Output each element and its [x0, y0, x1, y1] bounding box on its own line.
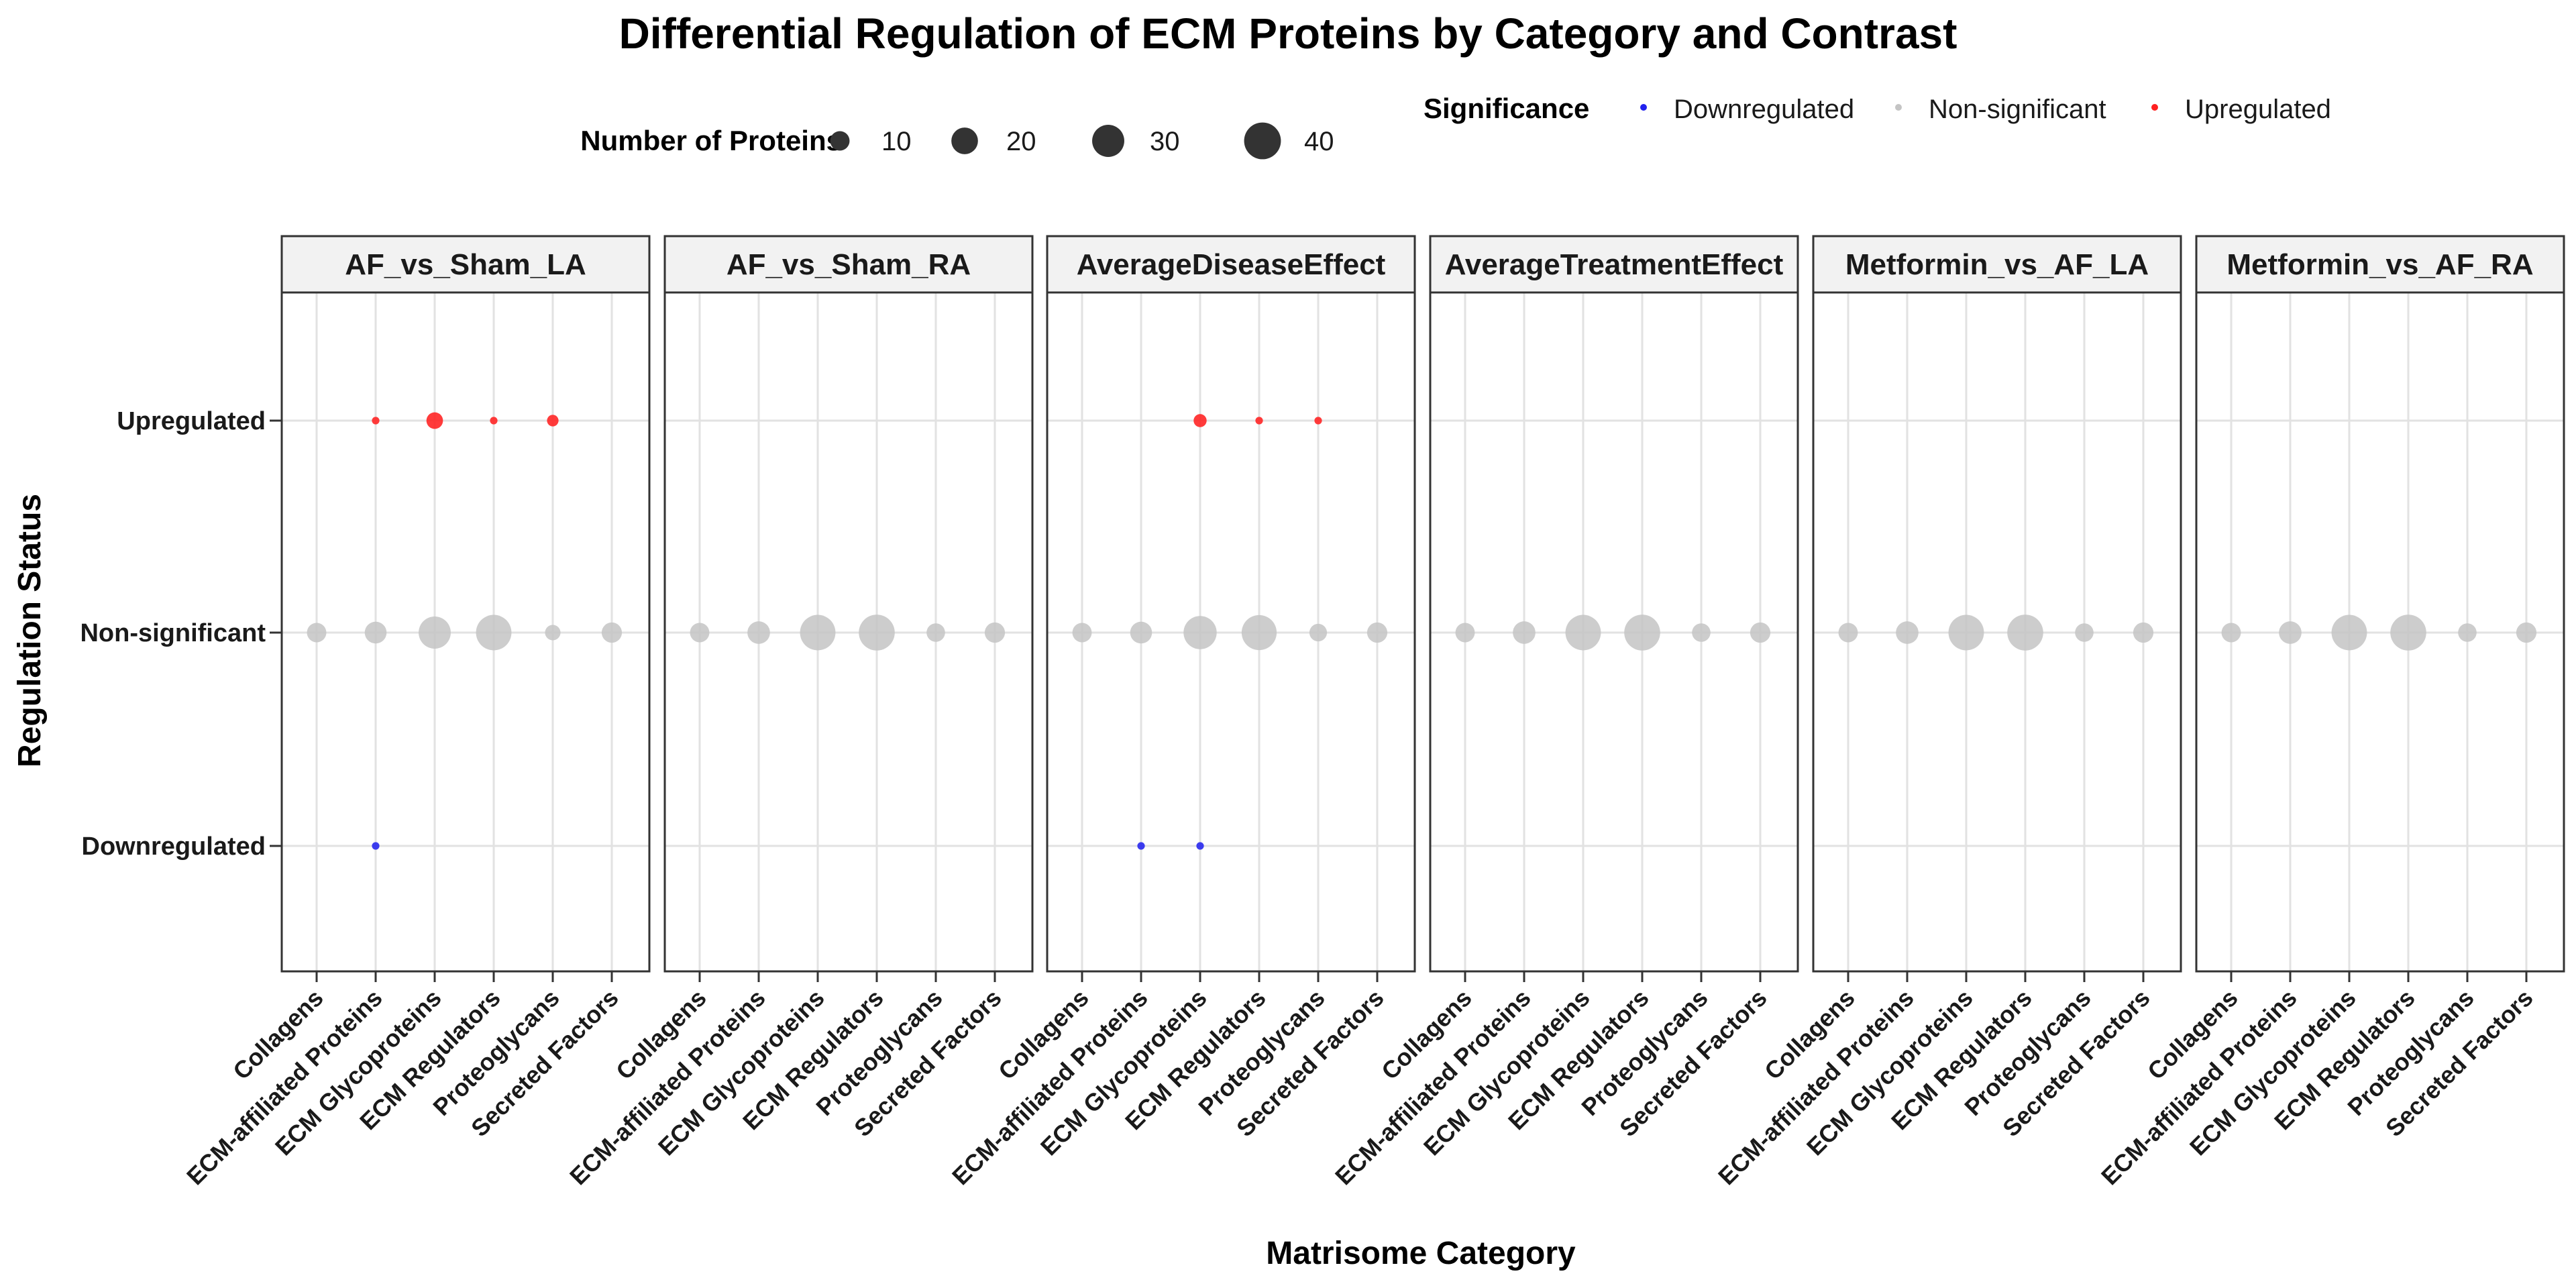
facet-strip-label-averagetreatmenteffect: AverageTreatmentEffect: [1445, 248, 1784, 281]
color-legend-key-dot-non-significant: [1895, 104, 1902, 111]
size-legend-key-circle: [1244, 122, 1281, 160]
data-point-non-significant-proteoglycans: [926, 623, 945, 642]
size-legend-key-circle: [1092, 125, 1124, 157]
data-point-non-significant-ecm-regulators: [1241, 614, 1277, 651]
data-point-upregulated-proteoglycans: [547, 415, 559, 427]
facet-strip-label-averagediseaseeffect: AverageDiseaseEffect: [1077, 248, 1386, 281]
color-legend-key-label-upregulated: Upregulated: [2185, 95, 2331, 124]
size-legend-key-label: 20: [1006, 127, 1036, 156]
data-point-downregulated-ecm-affiliated-proteins: [1137, 842, 1145, 850]
data-point-upregulated-ecm-affiliated-proteins: [372, 417, 380, 425]
data-point-upregulated-proteoglycans: [1314, 417, 1322, 425]
data-point-non-significant-secreted-factors: [1366, 622, 1388, 643]
data-point-non-significant-collagens: [1072, 623, 1092, 643]
facet-strip: [1429, 235, 1799, 294]
color-legend-key-dot-upregulated: [2151, 104, 2158, 111]
data-point-non-significant-ecm-affiliated-proteins: [1896, 621, 1919, 644]
data-point-upregulated-ecm-glycoproteins: [1193, 414, 1207, 427]
y-tick-label-downregulated: Downregulated: [82, 833, 266, 861]
y-tick-label-upregulated: Upregulated: [117, 407, 266, 435]
data-point-non-significant-ecm-affiliated-proteins: [1130, 621, 1152, 644]
data-point-non-significant-ecm-glycoproteins: [1565, 614, 1601, 651]
data-point-non-significant-secreted-factors: [2516, 622, 2537, 643]
data-point-non-significant-secreted-factors: [601, 622, 623, 643]
size-legend-key-circle: [951, 127, 978, 154]
panel-border: [1812, 291, 2182, 973]
panel-border: [1429, 291, 1799, 973]
facet-panels: DownregulatedNon-significantUpregulatedA…: [80, 235, 2565, 1190]
size-legend-key-label: 10: [881, 127, 912, 156]
data-point-downregulated-ecm-affiliated-proteins: [372, 842, 380, 850]
chart-title: Differential Regulation of ECM Proteins …: [619, 9, 1957, 58]
data-point-non-significant-proteoglycans: [1692, 623, 1711, 642]
data-point-non-significant-secreted-factors: [984, 622, 1006, 643]
size-legend-key-label: 40: [1304, 127, 1334, 156]
data-point-non-significant-proteoglycans: [2458, 623, 2477, 642]
panel-border: [2195, 291, 2565, 973]
data-point-non-significant-ecm-affiliated-proteins: [364, 621, 387, 644]
panel-border: [280, 291, 651, 973]
data-point-non-significant-ecm-glycoproteins: [800, 614, 836, 651]
data-point-non-significant-collagens: [307, 623, 327, 643]
data-point-non-significant-proteoglycans: [545, 625, 561, 641]
data-point-non-significant-collagens: [1455, 623, 1475, 643]
data-point-non-significant-secreted-factors: [2133, 622, 2154, 643]
color-legend-key-label-downregulated: Downregulated: [1674, 95, 1854, 124]
data-point-non-significant-proteoglycans: [1309, 623, 1328, 642]
data-point-non-significant-ecm-regulators: [2390, 614, 2426, 651]
data-point-non-significant-collagens: [2221, 623, 2241, 643]
facet-strip-label-metformin-vs-af-ra: Metformin_vs_AF_RA: [2226, 248, 2533, 281]
size-legend: Number of Proteins 10 20 30 40: [580, 122, 1334, 160]
facet-strip: [663, 235, 1034, 294]
data-point-non-significant-ecm-glycoproteins: [1948, 614, 1984, 651]
color-legend: Significance Downregulated Non-significan…: [1424, 93, 2331, 124]
facet-strip: [1812, 235, 2182, 294]
panel-border: [663, 291, 1034, 973]
data-point-non-significant-ecm-regulators: [476, 614, 512, 651]
data-point-non-significant-secreted-factors: [1750, 622, 1771, 643]
data-point-non-significant-ecm-regulators: [2007, 614, 2043, 651]
data-point-non-significant-collagens: [1838, 623, 1858, 643]
data-point-non-significant-ecm-affiliated-proteins: [2279, 621, 2302, 644]
data-point-upregulated-ecm-glycoproteins: [426, 412, 443, 429]
facet-strip: [1046, 235, 1416, 294]
data-point-non-significant-ecm-glycoproteins: [419, 616, 451, 649]
data-point-non-significant-ecm-glycoproteins: [2331, 614, 2367, 651]
color-legend-title: Significance: [1424, 93, 1589, 124]
facet-strip-label-af-vs-sham-ra: AF_vs_Sham_RA: [727, 248, 971, 281]
data-point-non-significant-ecm-glycoproteins: [1183, 616, 1217, 649]
data-point-non-significant-ecm-affiliated-proteins: [1513, 621, 1536, 644]
size-legend-key-label: 30: [1150, 127, 1180, 156]
y-axis-title: Regulation Status: [12, 494, 48, 767]
facet-strip-label-af-vs-sham-la: AF_vs_Sham_LA: [345, 248, 586, 281]
data-point-downregulated-ecm-glycoproteins: [1196, 842, 1204, 850]
color-legend-key-label-non-significant: Non-significant: [1929, 95, 2106, 124]
facet-strip-label-metformin-vs-af-la: Metformin_vs_AF_LA: [1845, 248, 2149, 281]
facet-strip: [280, 235, 651, 294]
panel-border: [1046, 291, 1416, 973]
size-legend-key-circle: [830, 131, 850, 151]
x-axis-title: Matrisome Category: [1266, 1236, 1576, 1271]
facet-strip: [2195, 235, 2565, 294]
data-point-upregulated-ecm-regulators: [1255, 417, 1263, 425]
data-point-non-significant-ecm-regulators: [859, 614, 895, 651]
data-point-non-significant-collagens: [690, 623, 710, 643]
color-legend-key-dot-downregulated: [1640, 104, 1647, 111]
size-legend-title: Number of Proteins: [580, 125, 842, 156]
data-point-non-significant-ecm-affiliated-proteins: [747, 621, 770, 644]
data-point-upregulated-ecm-regulators: [490, 417, 498, 425]
y-tick-label-non-significant: Non-significant: [80, 619, 266, 647]
data-point-non-significant-ecm-regulators: [1624, 614, 1660, 651]
data-point-non-significant-proteoglycans: [2075, 623, 2094, 642]
